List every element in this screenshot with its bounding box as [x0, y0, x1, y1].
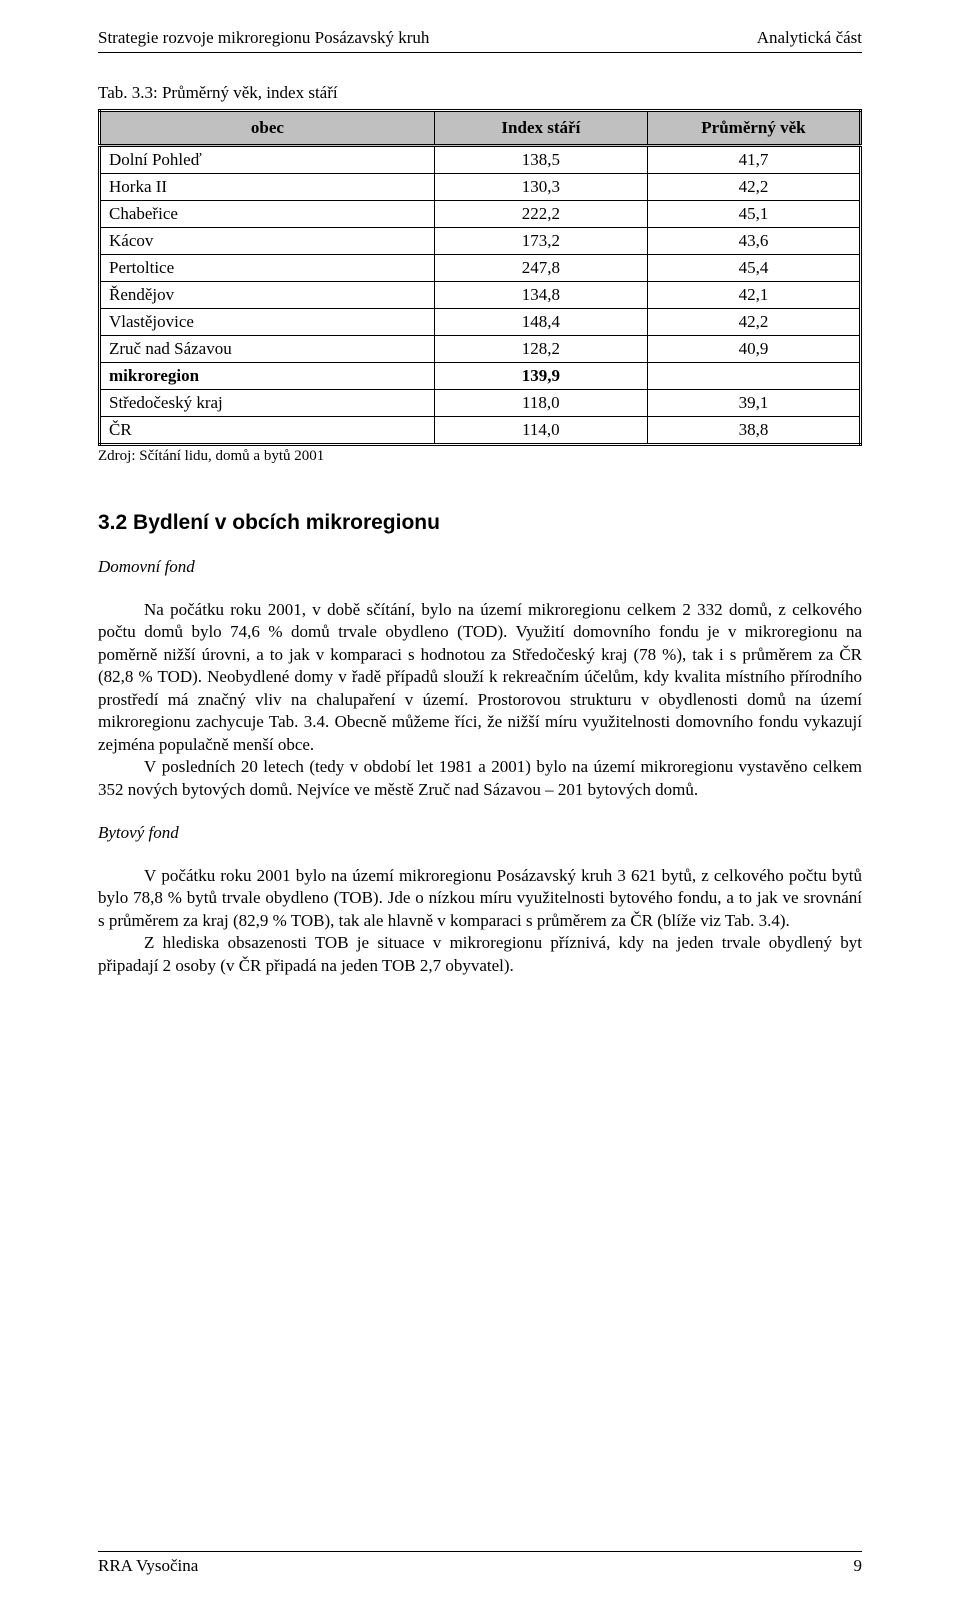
- table-row: Vlastějovice148,442,2: [100, 309, 861, 336]
- subheading-domovni-fond: Domovní fond: [98, 557, 862, 577]
- cell-label: Kácov: [100, 228, 435, 255]
- table-row: ČR114,038,8: [100, 417, 861, 445]
- footer-left: RRA Vysočina: [98, 1556, 198, 1576]
- col-header-index: Index stáří: [434, 111, 647, 146]
- page-footer: RRA Vysočina 9: [98, 1551, 862, 1576]
- cell-value: 148,4: [434, 309, 647, 336]
- section-heading: 3.2 Bydlení v obcích mikroregionu: [98, 511, 862, 535]
- cell-value: 38,8: [647, 417, 860, 445]
- table-row: Kácov173,243,6: [100, 228, 861, 255]
- table-row: Zruč nad Sázavou128,240,9: [100, 336, 861, 363]
- cell-label: Chabeřice: [100, 201, 435, 228]
- cell-value: 114,0: [434, 417, 647, 445]
- cell-value: 45,4: [647, 255, 860, 282]
- cell-label: mikroregion: [100, 363, 435, 390]
- cell-value: 42,2: [647, 309, 860, 336]
- page-header: Strategie rozvoje mikroregionu Posázavsk…: [98, 28, 862, 53]
- cell-value: 42,1: [647, 282, 860, 309]
- cell-value: 222,2: [434, 201, 647, 228]
- cell-label: Vlastějovice: [100, 309, 435, 336]
- table-row: Dolní Pohleď138,541,7: [100, 146, 861, 174]
- table-row: Chabeřice222,245,1: [100, 201, 861, 228]
- paragraph-text: Na počátku roku 2001, v době sčítání, by…: [98, 600, 862, 754]
- footer-page-number: 9: [854, 1556, 863, 1576]
- paragraph-domovni-1: Na počátku roku 2001, v době sčítání, by…: [98, 599, 862, 801]
- cell-label: Horka II: [100, 174, 435, 201]
- cell-value: 118,0: [434, 390, 647, 417]
- cell-label: Řendějov: [100, 282, 435, 309]
- cell-label: Pertoltice: [100, 255, 435, 282]
- col-header-avg-age: Průměrný věk: [647, 111, 860, 146]
- cell-label: Středočeský kraj: [100, 390, 435, 417]
- cell-value: 247,8: [434, 255, 647, 282]
- data-table: obec Index stáří Průměrný věk Dolní Pohl…: [98, 109, 862, 446]
- cell-value: 43,6: [647, 228, 860, 255]
- cell-value: 128,2: [434, 336, 647, 363]
- table-source: Zdroj: Sčítání lidu, domů a bytů 2001: [98, 448, 862, 465]
- table-row: Pertoltice247,845,4: [100, 255, 861, 282]
- cell-label: Dolní Pohleď: [100, 146, 435, 174]
- paragraph-text: V posledních 20 letech (tedy v období le…: [98, 757, 862, 798]
- subheading-bytovy-fond: Bytový fond: [98, 823, 862, 843]
- paragraph-text: V počátku roku 2001 bylo na území mikror…: [98, 866, 862, 930]
- cell-value: [647, 363, 860, 390]
- header-right: Analytická část: [757, 28, 862, 48]
- cell-value: 130,3: [434, 174, 647, 201]
- cell-value: 134,8: [434, 282, 647, 309]
- table-caption: Tab. 3.3: Průměrný věk, index stáří: [98, 83, 862, 103]
- cell-value: 39,1: [647, 390, 860, 417]
- table-row: mikroregion139,9: [100, 363, 861, 390]
- paragraph-bytovy-1: V počátku roku 2001 bylo na území mikror…: [98, 865, 862, 977]
- section-number: 3.2: [98, 511, 127, 534]
- cell-value: 173,2: [434, 228, 647, 255]
- cell-value: 139,9: [434, 363, 647, 390]
- table-row: Středočeský kraj118,039,1: [100, 390, 861, 417]
- table-row: Řendějov134,842,1: [100, 282, 861, 309]
- section-title: Bydlení v obcích mikroregionu: [133, 511, 440, 534]
- paragraph-text: Z hlediska obsazenosti TOB je situace v …: [98, 933, 862, 974]
- col-header-obec: obec: [100, 111, 435, 146]
- cell-value: 41,7: [647, 146, 860, 174]
- cell-value: 40,9: [647, 336, 860, 363]
- table-row: Horka II130,342,2: [100, 174, 861, 201]
- cell-value: 45,1: [647, 201, 860, 228]
- cell-value: 138,5: [434, 146, 647, 174]
- cell-value: 42,2: [647, 174, 860, 201]
- table-header-row: obec Index stáří Průměrný věk: [100, 111, 861, 146]
- header-left: Strategie rozvoje mikroregionu Posázavsk…: [98, 28, 429, 48]
- cell-label: Zruč nad Sázavou: [100, 336, 435, 363]
- cell-label: ČR: [100, 417, 435, 445]
